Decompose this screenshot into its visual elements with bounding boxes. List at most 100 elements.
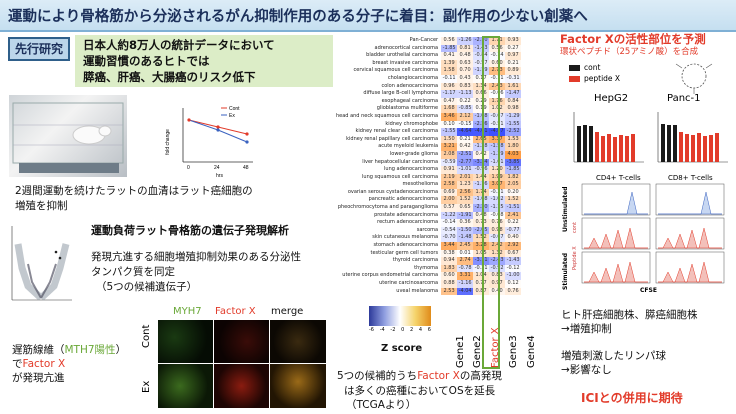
heatmap-cell: 1.68 bbox=[441, 105, 458, 113]
heatmap-cell: -2.10 bbox=[473, 37, 490, 45]
heatmap-row-label: colon adenocarcinoma bbox=[381, 82, 439, 89]
heatmap-row: diffuse large B-cell lymphoma -1.17 -1.13 0… bbox=[335, 90, 522, 98]
heatmap-row-label: diffuse large B-cell lymphoma bbox=[363, 90, 439, 97]
flow-histogram bbox=[658, 261, 722, 283]
bar bbox=[631, 134, 635, 162]
heatmap-cell: 0.91 bbox=[441, 166, 458, 174]
heatmap-row-label: Pan-Cancer bbox=[409, 37, 439, 43]
result1-line2: →増殖抑制 bbox=[561, 323, 612, 335]
heatmap-cell: -1.16 bbox=[457, 280, 474, 288]
heatmap-cell: -1.47 bbox=[505, 90, 522, 98]
heatmap-cell: -1.39 bbox=[489, 150, 506, 159]
hepg2-label: HepG2 bbox=[594, 93, 629, 104]
plot-legend-ex: Ex bbox=[229, 113, 235, 119]
heatmap-cell: 0.40 bbox=[489, 287, 506, 296]
gene-label-1: Gene2 bbox=[472, 335, 483, 368]
heatmap-cell: 3.37 bbox=[489, 135, 506, 144]
heatmap-row: testicular germ cell tumors 0.38 0.01 1.05 1… bbox=[335, 249, 522, 258]
heatmap-cell: 0.70 bbox=[457, 67, 474, 75]
heat-caption-1: 5つの候補的うちFactor Xの高発現 bbox=[337, 370, 502, 382]
heatmap-cell: 0.20 bbox=[505, 188, 522, 197]
heatmap-cell: 2.42 bbox=[489, 242, 506, 250]
heatmap-row: stomach adenocarcinoma 3.44 2.45 3.28 2.42 2.… bbox=[335, 242, 522, 250]
heatmap-cell: 0.87 bbox=[473, 287, 490, 296]
heatmap-cell: 2.45 bbox=[457, 242, 474, 250]
heatmap-cell: -2.20 bbox=[473, 204, 490, 212]
heatmap-cell: -1.16 bbox=[473, 181, 490, 189]
heatmap-cell: 2.01 bbox=[457, 173, 474, 182]
heatmap-cell: 1.71 bbox=[489, 37, 506, 45]
cfse-label: CFSE bbox=[640, 287, 657, 294]
heatmap-cell: -1.58 bbox=[489, 143, 506, 151]
heatmap-cell: 0.97 bbox=[489, 280, 506, 288]
heatmap-cell: -3.85 bbox=[505, 158, 522, 167]
zscore-tick: 6 bbox=[427, 327, 431, 333]
prior-research-box: 日本人約8万人の統計データにおいて 運動習慣のあるヒトでは 膵癌、肝癌、大腸癌の… bbox=[75, 35, 333, 87]
heatmap-row-label: uterine carcinosarcoma bbox=[379, 280, 439, 286]
heatmap-cell: -1.01 bbox=[457, 166, 474, 174]
heatmap-cell: 2.65 bbox=[473, 135, 490, 144]
heatmap-cell: 2.41 bbox=[505, 211, 522, 220]
heatmap-cell: 0.48 bbox=[473, 211, 490, 220]
micro-ex-myh7 bbox=[158, 364, 213, 408]
flow-histogram bbox=[584, 191, 648, 215]
gene-label-0: Gene1 bbox=[455, 335, 466, 368]
prior-line-2: 運動習慣のあるヒトでは bbox=[83, 54, 210, 68]
heatmap-cell: 2.43 bbox=[489, 82, 506, 91]
zscore-tick: 0 bbox=[401, 327, 405, 333]
plot-ylabel: fold change bbox=[165, 129, 171, 155]
heatmap-cell: 0.73 bbox=[473, 219, 490, 227]
heatmap-row: lung squamous cell carcinoma 2.19 2.01 1.44… bbox=[335, 173, 522, 182]
heatmap-cell: 0.56 bbox=[441, 37, 458, 45]
mth7-positive: MTH7陽性 bbox=[64, 344, 116, 356]
micro-col-factorx: Factor X bbox=[215, 306, 256, 317]
heatmap-row: Pan-Cancer 0.56 -1.26 -2.10 1.71 0.93 bbox=[335, 37, 522, 45]
bar bbox=[685, 134, 689, 162]
heatmap-cell: -1.50 bbox=[457, 226, 474, 235]
volcano-plot bbox=[8, 224, 74, 304]
heatmap-cell: 0.76 bbox=[489, 219, 506, 227]
gene-label-3: Gene3 bbox=[508, 335, 519, 368]
heatmap-cell: 1.04 bbox=[473, 272, 490, 280]
heatmap-cell: -1.15 bbox=[489, 204, 506, 212]
heatmap-cell: 2.12 bbox=[457, 112, 474, 121]
heatmap-row-label: esophageal carcinoma bbox=[381, 97, 439, 104]
heatmap-row-label: testicular germ cell tumors bbox=[370, 249, 439, 256]
heatmap-row: skin cutaneous melanoma -0.70 -1.48 1.52 -0.… bbox=[335, 234, 522, 243]
heatmap-row-label: lung squamous cell carcinoma bbox=[362, 173, 439, 180]
heatmap-row: glioblastoma multiforme 1.68 -0.85 0.19 1.02… bbox=[335, 105, 522, 113]
heatmap-cell: 0.60 bbox=[489, 59, 506, 68]
heatmap-cell: 2.53 bbox=[441, 287, 458, 296]
heatmap-row: rectum adenocarcinoma -0.14 0.36 0.73 0.76 0.… bbox=[335, 219, 522, 227]
heatmap-cell: -0.11 bbox=[441, 74, 458, 83]
bar bbox=[691, 135, 695, 162]
heatmap-cell: -4.04 bbox=[457, 287, 474, 296]
heatmap-row-label: mesothelioma bbox=[402, 181, 439, 188]
muscle-caption-3: が発現亢進 bbox=[12, 372, 65, 384]
prior-research-label: 先行研究 bbox=[8, 37, 70, 61]
heatmap-cell: -1.28 bbox=[473, 143, 490, 151]
heatmap-cell: 0.66 bbox=[473, 90, 490, 98]
cd4-heading: CD4+ T-cells bbox=[596, 174, 641, 182]
bar bbox=[703, 136, 707, 162]
bar bbox=[679, 132, 683, 162]
heatmap-cell: 0.81 bbox=[457, 44, 474, 53]
bar bbox=[697, 133, 701, 162]
heatmap-cell: -1.29 bbox=[505, 112, 522, 121]
bar bbox=[709, 135, 713, 162]
heatmap-cell: -0.14 bbox=[489, 52, 506, 60]
heatmap-cell: 0.88 bbox=[441, 280, 458, 288]
heatmap-row-label: adrenocortical carcinoma bbox=[374, 44, 439, 51]
heatmap-row-label: thymoma bbox=[414, 264, 439, 271]
heatmap-cell: -2.43 bbox=[489, 257, 506, 265]
bar bbox=[715, 133, 719, 162]
zscore-tick: -4 bbox=[379, 327, 385, 333]
active-site-heading: Factor Xの活性部位を予測 bbox=[560, 32, 706, 46]
heatmap-cell: -1.19 bbox=[473, 67, 490, 75]
unstimulated-label: Unstimulated bbox=[562, 186, 569, 232]
heatmap-cell: 2.00 bbox=[441, 196, 458, 205]
heatmap-cell: 0.94 bbox=[441, 257, 458, 265]
heatmap-cell: -1.55 bbox=[441, 128, 458, 136]
heatmap-row: uveal melanoma 2.53 -4.04 0.87 0.40 0.76 bbox=[335, 287, 522, 296]
heatmap-cell: 1.05 bbox=[473, 249, 490, 258]
